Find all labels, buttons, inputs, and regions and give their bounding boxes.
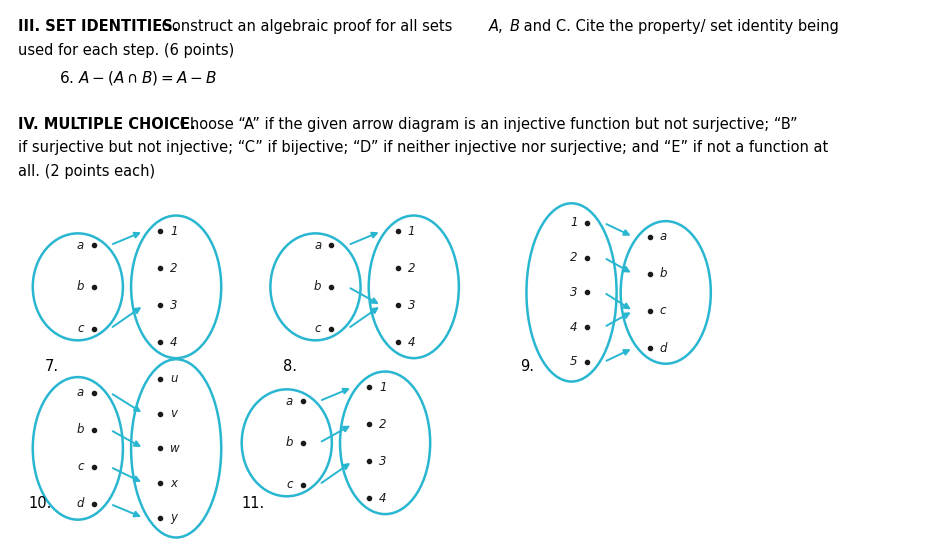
Text: v: v	[171, 407, 177, 420]
Text: A: A	[489, 19, 499, 35]
Text: 3: 3	[171, 299, 178, 312]
Text: used for each step. (6 points): used for each step. (6 points)	[18, 43, 235, 58]
Text: d: d	[660, 341, 667, 355]
Text: 1: 1	[171, 224, 178, 238]
Text: a: a	[286, 394, 293, 408]
Text: 1: 1	[408, 224, 415, 238]
Text: c: c	[77, 322, 83, 335]
Text: w: w	[171, 442, 180, 455]
Text: if surjective but not injective; “C” if bijective; “D” if neither injective nor : if surjective but not injective; “C” if …	[18, 140, 829, 155]
Text: IV. MULTIPLE CHOICE.: IV. MULTIPLE CHOICE.	[18, 117, 196, 132]
Text: all. (2 points each): all. (2 points each)	[18, 164, 155, 179]
Text: 1: 1	[379, 380, 387, 394]
Text: 8.: 8.	[283, 359, 297, 374]
Text: III. SET IDENTITIES.: III. SET IDENTITIES.	[18, 19, 178, 35]
Text: c: c	[660, 305, 667, 317]
Text: b: b	[76, 280, 83, 294]
Text: 2: 2	[408, 262, 415, 275]
Text: Construct an algebraic proof for all sets: Construct an algebraic proof for all set…	[158, 19, 457, 35]
Text: d: d	[76, 497, 83, 511]
Text: y: y	[171, 511, 177, 524]
Text: a: a	[660, 230, 667, 243]
Text: 5: 5	[570, 355, 578, 368]
Text: 4: 4	[408, 336, 415, 349]
Text: b: b	[660, 267, 667, 280]
Text: and C. Cite the property/ set identity being: and C. Cite the property/ set identity b…	[519, 19, 839, 35]
Text: 4: 4	[379, 492, 387, 505]
Text: 2: 2	[171, 262, 178, 275]
Text: 3: 3	[570, 286, 578, 299]
Text: 2: 2	[570, 251, 578, 264]
Text: c: c	[315, 322, 322, 335]
Text: 10.: 10.	[29, 496, 52, 511]
Text: b: b	[76, 423, 83, 436]
Text: x: x	[171, 477, 177, 490]
Text: a: a	[77, 386, 83, 399]
Text: 9.: 9.	[520, 359, 534, 374]
Text: B: B	[510, 19, 520, 35]
Text: 3: 3	[408, 299, 415, 312]
Text: 4: 4	[171, 336, 178, 349]
Text: a: a	[77, 238, 83, 252]
Text: 4: 4	[570, 321, 578, 334]
Text: 7.: 7.	[45, 359, 59, 374]
Text: 1: 1	[570, 217, 578, 229]
Text: a: a	[314, 238, 322, 252]
Text: 11.: 11.	[242, 496, 265, 511]
Text: 6. $A - (A \cap B) = A - B$: 6. $A - (A \cap B) = A - B$	[59, 69, 217, 87]
Text: c: c	[286, 478, 293, 491]
Text: ,: ,	[498, 19, 502, 35]
Text: b: b	[286, 436, 293, 449]
Text: u: u	[171, 373, 178, 385]
Text: 2: 2	[379, 418, 387, 431]
Text: Choose “A” if the given arrow diagram is an injective function but not surjectiv: Choose “A” if the given arrow diagram is…	[174, 117, 797, 132]
Text: 3: 3	[379, 455, 387, 468]
Text: b: b	[314, 280, 322, 294]
Text: c: c	[77, 461, 83, 473]
